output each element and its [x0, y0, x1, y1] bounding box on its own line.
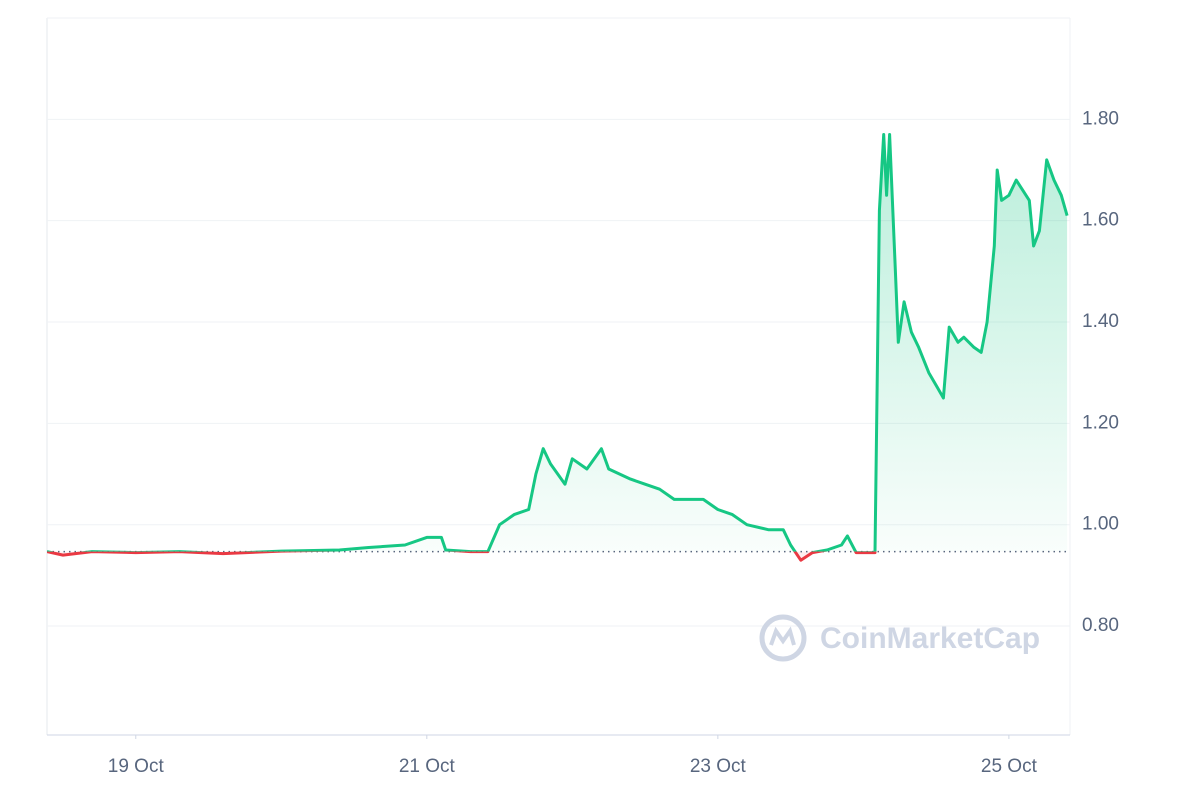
watermark-logo-mark: [769, 626, 796, 646]
x-tick-label: 21 Oct: [399, 756, 456, 777]
y-tick-label: 0.80: [1082, 615, 1119, 636]
y-tick-label: 1.40: [1082, 311, 1119, 332]
y-tick-label: 1.00: [1082, 514, 1119, 535]
watermark-text: CoinMarketCap: [820, 622, 1040, 655]
price-line-down: [47, 551, 877, 562]
price-line: [47, 133, 1069, 552]
y-tick-label: 1.20: [1082, 412, 1119, 433]
y-tick-label: 1.60: [1082, 210, 1119, 231]
x-tick-label: 25 Oct: [981, 756, 1038, 777]
x-tick-label: 19 Oct: [108, 756, 165, 777]
y-tick-label: 1.80: [1082, 108, 1119, 129]
watermark: CoinMarketCap: [759, 614, 1040, 662]
price-area: [270, 134, 1068, 552]
x-tick-label: 23 Oct: [690, 756, 747, 777]
watermark-logo: [759, 614, 807, 662]
